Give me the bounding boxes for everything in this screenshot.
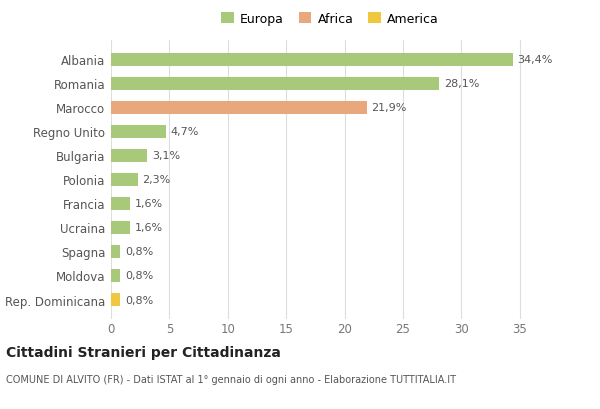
Bar xyxy=(111,101,367,115)
Bar xyxy=(111,54,512,67)
Bar xyxy=(111,78,439,91)
Text: COMUNE DI ALVITO (FR) - Dati ISTAT al 1° gennaio di ogni anno - Elaborazione TUT: COMUNE DI ALVITO (FR) - Dati ISTAT al 1°… xyxy=(6,374,456,384)
Bar xyxy=(111,293,121,306)
Bar xyxy=(111,173,138,187)
Text: 0,8%: 0,8% xyxy=(125,247,153,257)
Text: 3,1%: 3,1% xyxy=(152,151,180,161)
Bar xyxy=(111,197,130,211)
Bar xyxy=(111,221,130,234)
Text: 21,9%: 21,9% xyxy=(371,103,407,113)
Text: 1,6%: 1,6% xyxy=(134,199,163,209)
Legend: Europa, Africa, America: Europa, Africa, America xyxy=(218,10,442,28)
Text: 4,7%: 4,7% xyxy=(170,127,199,137)
Text: 0,8%: 0,8% xyxy=(125,271,153,281)
Bar xyxy=(111,149,147,163)
Text: Cittadini Stranieri per Cittadinanza: Cittadini Stranieri per Cittadinanza xyxy=(6,346,281,360)
Text: 1,6%: 1,6% xyxy=(134,223,163,233)
Text: 2,3%: 2,3% xyxy=(143,175,171,185)
Bar xyxy=(111,269,121,282)
Bar xyxy=(111,245,121,258)
Bar xyxy=(111,126,166,139)
Text: 0,8%: 0,8% xyxy=(125,295,153,305)
Text: 34,4%: 34,4% xyxy=(517,55,553,65)
Text: 28,1%: 28,1% xyxy=(444,79,479,89)
